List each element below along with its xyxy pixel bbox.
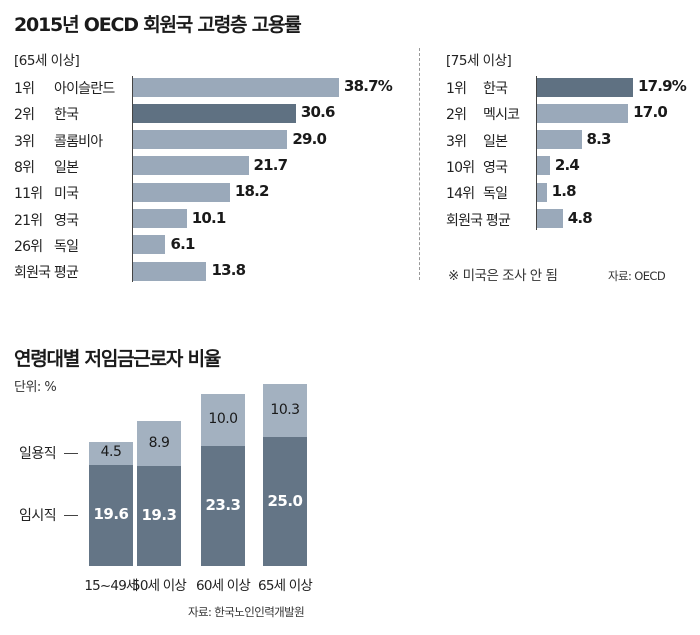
bar-category: 독일 [483, 186, 508, 203]
bar-value-label: 6.1 [170, 234, 195, 253]
chart2-subtitle: [75세 이상] [446, 53, 512, 69]
bar-rank: 14위 [446, 186, 475, 203]
stack-value-daily: 4.5 [100, 444, 122, 461]
x-tick-label: 50세 이상 [132, 578, 187, 594]
bar [537, 130, 582, 150]
bar-category: 미국 [54, 186, 79, 203]
bar-value-label: 10.1 [191, 208, 227, 227]
chart3-title: 연령대별 저임금근로자 비율 [14, 348, 221, 370]
stack-value-daily: 10.0 [208, 411, 238, 428]
bar [133, 103, 296, 123]
bar-rank: 1위 [14, 81, 35, 97]
bar-category: 멕시코 [483, 107, 520, 124]
chart3-unit: 단위: % [14, 380, 57, 395]
bar-category: 한국 [54, 107, 79, 124]
bar-value-label: 2.4 [554, 155, 580, 174]
bar-rank: 2위 [14, 107, 35, 124]
bar-value-label: 4.8 [567, 208, 593, 227]
stack-segment-temporary [89, 464, 133, 566]
bar-value-label: 38.7% [344, 77, 393, 95]
bar-rank: 21위 [14, 212, 43, 229]
bar-rank: 11위 [14, 186, 43, 203]
chart2-source: 자료: OECD [608, 269, 666, 283]
bar-category: 일본 [483, 133, 508, 150]
bar-value-label: 8.3 [586, 129, 612, 148]
stack-value-temporary: 25.0 [267, 491, 303, 510]
bar [537, 209, 563, 228]
bar [133, 182, 230, 202]
x-tick-label: 15~49세 [84, 578, 138, 594]
chart3-source: 자료: 한국노인인력개발원 [188, 605, 305, 619]
stack-segment-temporary [137, 466, 181, 566]
stack-segment-temporary [201, 445, 245, 566]
bar-value-label: 17.0 [633, 103, 668, 122]
bar-category: 영국 [54, 212, 79, 229]
bar-category: 회원국 평균 [446, 212, 511, 229]
bar-rank: 2위 [446, 107, 467, 124]
chart1-subtitle: [65세 이상] [14, 53, 80, 69]
x-tick-label: 65세 이상 [258, 578, 313, 594]
bar [537, 182, 547, 202]
chart2-note: ※ 미국은 조사 안 됨 [448, 268, 558, 284]
axis-line [536, 75, 537, 230]
bar-value-label: 29.0 [292, 129, 327, 148]
bar-value-label: 1.8 [551, 182, 577, 201]
bar-rank: 26위 [14, 238, 43, 255]
bar-category: 한국 [483, 81, 508, 97]
bar-category: 독일 [54, 238, 79, 255]
stack-segment-daily [137, 420, 181, 467]
bar [537, 103, 629, 123]
bar [537, 77, 633, 97]
stack-value-daily: 8.9 [148, 434, 170, 451]
bar-category: 회원국 평균 [14, 265, 79, 282]
bar-category: 콜롬비아 [54, 133, 103, 150]
bar-category: 영국 [483, 159, 508, 176]
stack-value-temporary: 19.3 [141, 506, 177, 525]
bar-value-label: 30.6 [300, 103, 336, 122]
stack-value-temporary: 19.6 [93, 505, 129, 524]
bar-rank: 3위 [446, 133, 467, 150]
bar-rank: 1위 [446, 81, 467, 97]
bar [133, 235, 166, 255]
chart-divider [419, 48, 420, 280]
bar-value-label: 13.8 [211, 261, 246, 280]
chart1-title: 2015년 OECD 회원국 고령층 고용률 [14, 14, 302, 36]
x-tick-label: 60세 이상 [196, 578, 251, 594]
legend-leader-daily [64, 453, 78, 455]
bar [133, 156, 249, 176]
legend-leader-temporary [64, 515, 78, 517]
bar [133, 130, 288, 150]
bar [133, 77, 339, 97]
stack-segment-temporary [263, 437, 307, 566]
bar-rank: 3위 [14, 133, 35, 150]
bar-rank: 10위 [446, 159, 475, 176]
bar [133, 209, 187, 228]
stack-segment-daily [263, 384, 307, 438]
stack-segment-daily [89, 441, 133, 465]
bar [537, 156, 550, 176]
legend-label-daily: 일용직 [19, 446, 57, 463]
axis-line [132, 75, 133, 283]
stack-segment-daily [201, 394, 245, 446]
bar [133, 261, 207, 281]
legend-label-temporary: 임시직 [19, 508, 57, 525]
bar-value-label: 21.7 [253, 155, 289, 174]
stack-value-daily: 10.3 [270, 401, 300, 418]
bar-category: 일본 [54, 159, 79, 176]
bar-value-label: 17.9% [638, 77, 687, 95]
bar-category: 아이슬란드 [54, 81, 115, 97]
bar-value-label: 18.2 [234, 182, 270, 201]
stack-value-temporary: 23.3 [205, 495, 241, 514]
bar-rank: 8위 [14, 159, 35, 176]
